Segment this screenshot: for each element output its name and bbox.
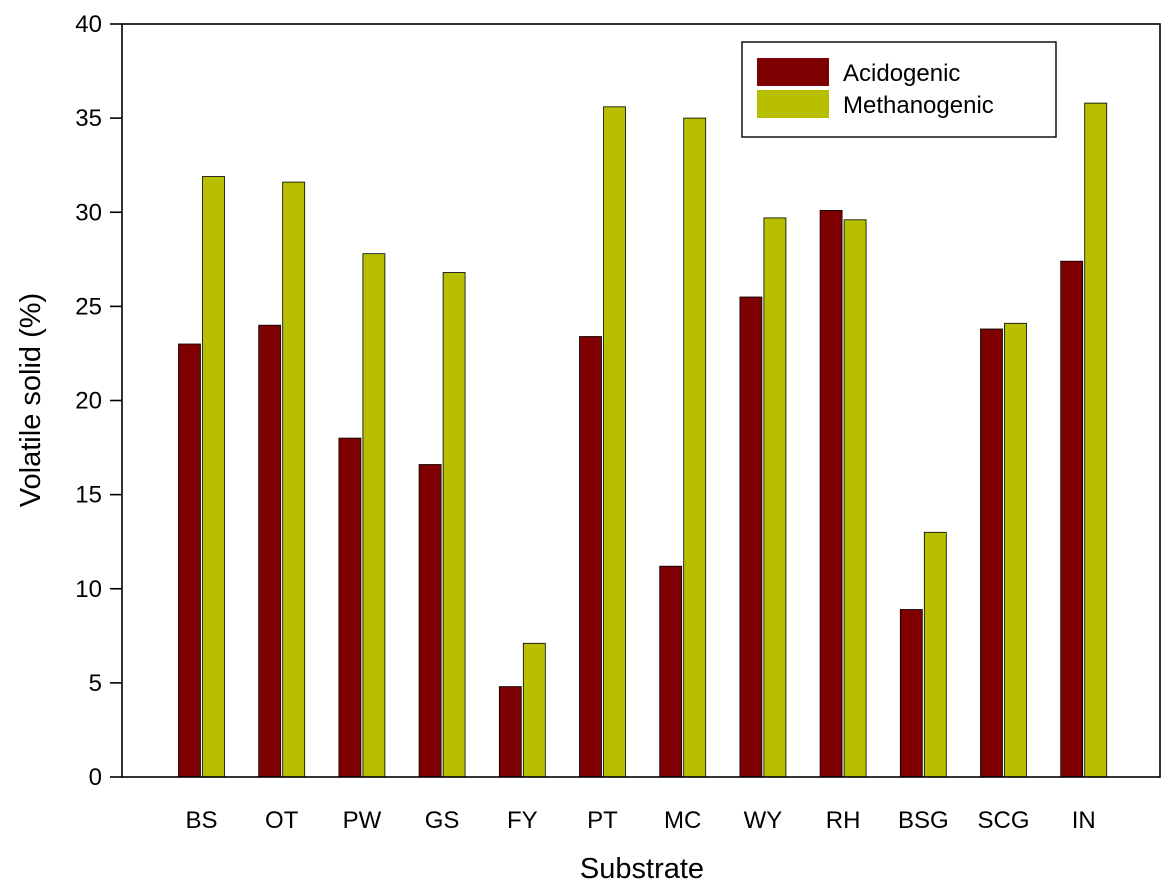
legend-swatch-methanogenic bbox=[757, 90, 829, 118]
y-axis-title: Volatile solid (%) bbox=[15, 293, 47, 507]
bar-acidogenic-in bbox=[1060, 260, 1084, 778]
bar-methanogenic-ot bbox=[282, 181, 306, 778]
bar-methanogenic-wy bbox=[763, 217, 787, 778]
x-tick-label-fy: FY bbox=[507, 807, 538, 834]
bar-acidogenic-scg bbox=[980, 328, 1003, 778]
bar-acidogenic-ot bbox=[258, 324, 282, 778]
legend-swatch-acidogenic bbox=[757, 58, 829, 86]
bar-acidogenic-wy bbox=[739, 296, 763, 778]
bar-acidogenic-pw bbox=[338, 437, 362, 778]
x-tick-label-bsg: BSG bbox=[898, 807, 949, 834]
x-tick-label-ot: OT bbox=[265, 807, 299, 834]
bar-methanogenic-rh bbox=[843, 219, 867, 778]
bar-acidogenic-gs bbox=[418, 464, 442, 778]
y-tick-label-5: 5 bbox=[89, 670, 102, 697]
bar-methanogenic-gs bbox=[442, 272, 466, 778]
x-tick-label-rh: RH bbox=[826, 807, 861, 834]
x-tick-label-mc: MC bbox=[664, 807, 701, 834]
y-tick-label-10: 10 bbox=[75, 576, 102, 603]
y-tick-label-25: 25 bbox=[75, 293, 102, 320]
legend-label-acidogenic: Acidogenic bbox=[843, 60, 960, 87]
bar-methanogenic-pw bbox=[362, 253, 386, 778]
x-tick-label-bs: BS bbox=[185, 807, 217, 834]
bar-methanogenic-scg bbox=[1004, 322, 1027, 778]
x-tick-label-pw: PW bbox=[343, 807, 382, 834]
bar-acidogenic-pt bbox=[579, 336, 602, 778]
y-tick-label-30: 30 bbox=[75, 199, 102, 226]
bar-acidogenic-bs bbox=[178, 343, 201, 778]
bar-acidogenic-bsg bbox=[899, 609, 923, 778]
y-tick-label-15: 15 bbox=[75, 482, 102, 509]
plot-area: BS OT PW GS FY PT MC WY RH BSG SCG IN 0 5 10 15 20 25 30 35… bbox=[75, 11, 1161, 834]
bar-methanogenic-pt bbox=[603, 106, 626, 778]
bar-acidogenic-rh bbox=[819, 209, 843, 778]
bar-methanogenic-bsg bbox=[923, 531, 947, 778]
x-tick-label-wy: WY bbox=[744, 807, 783, 834]
bar-acidogenic-mc bbox=[659, 565, 683, 778]
bar-methanogenic-fy bbox=[522, 642, 546, 778]
x-tick-label-in: IN bbox=[1072, 807, 1096, 834]
x-tick-label-gs: GS bbox=[425, 807, 460, 834]
legend-label-methanogenic: Methanogenic bbox=[843, 92, 994, 119]
y-tick-label-35: 35 bbox=[75, 105, 102, 132]
y-tick-label-40: 40 bbox=[75, 11, 102, 38]
y-tick-label-20: 20 bbox=[75, 388, 102, 415]
bar-methanogenic-mc bbox=[683, 117, 707, 778]
y-tick-label-0: 0 bbox=[89, 764, 102, 791]
bar-acidogenic-fy bbox=[498, 686, 522, 778]
x-tick-label-scg: SCG bbox=[977, 807, 1029, 834]
bar-methanogenic-bs bbox=[202, 176, 225, 778]
x-axis-title: Substrate bbox=[580, 853, 704, 885]
legend-box bbox=[741, 41, 1057, 138]
x-tick-label-pt: PT bbox=[587, 807, 618, 834]
bar-methanogenic-in bbox=[1084, 102, 1108, 778]
